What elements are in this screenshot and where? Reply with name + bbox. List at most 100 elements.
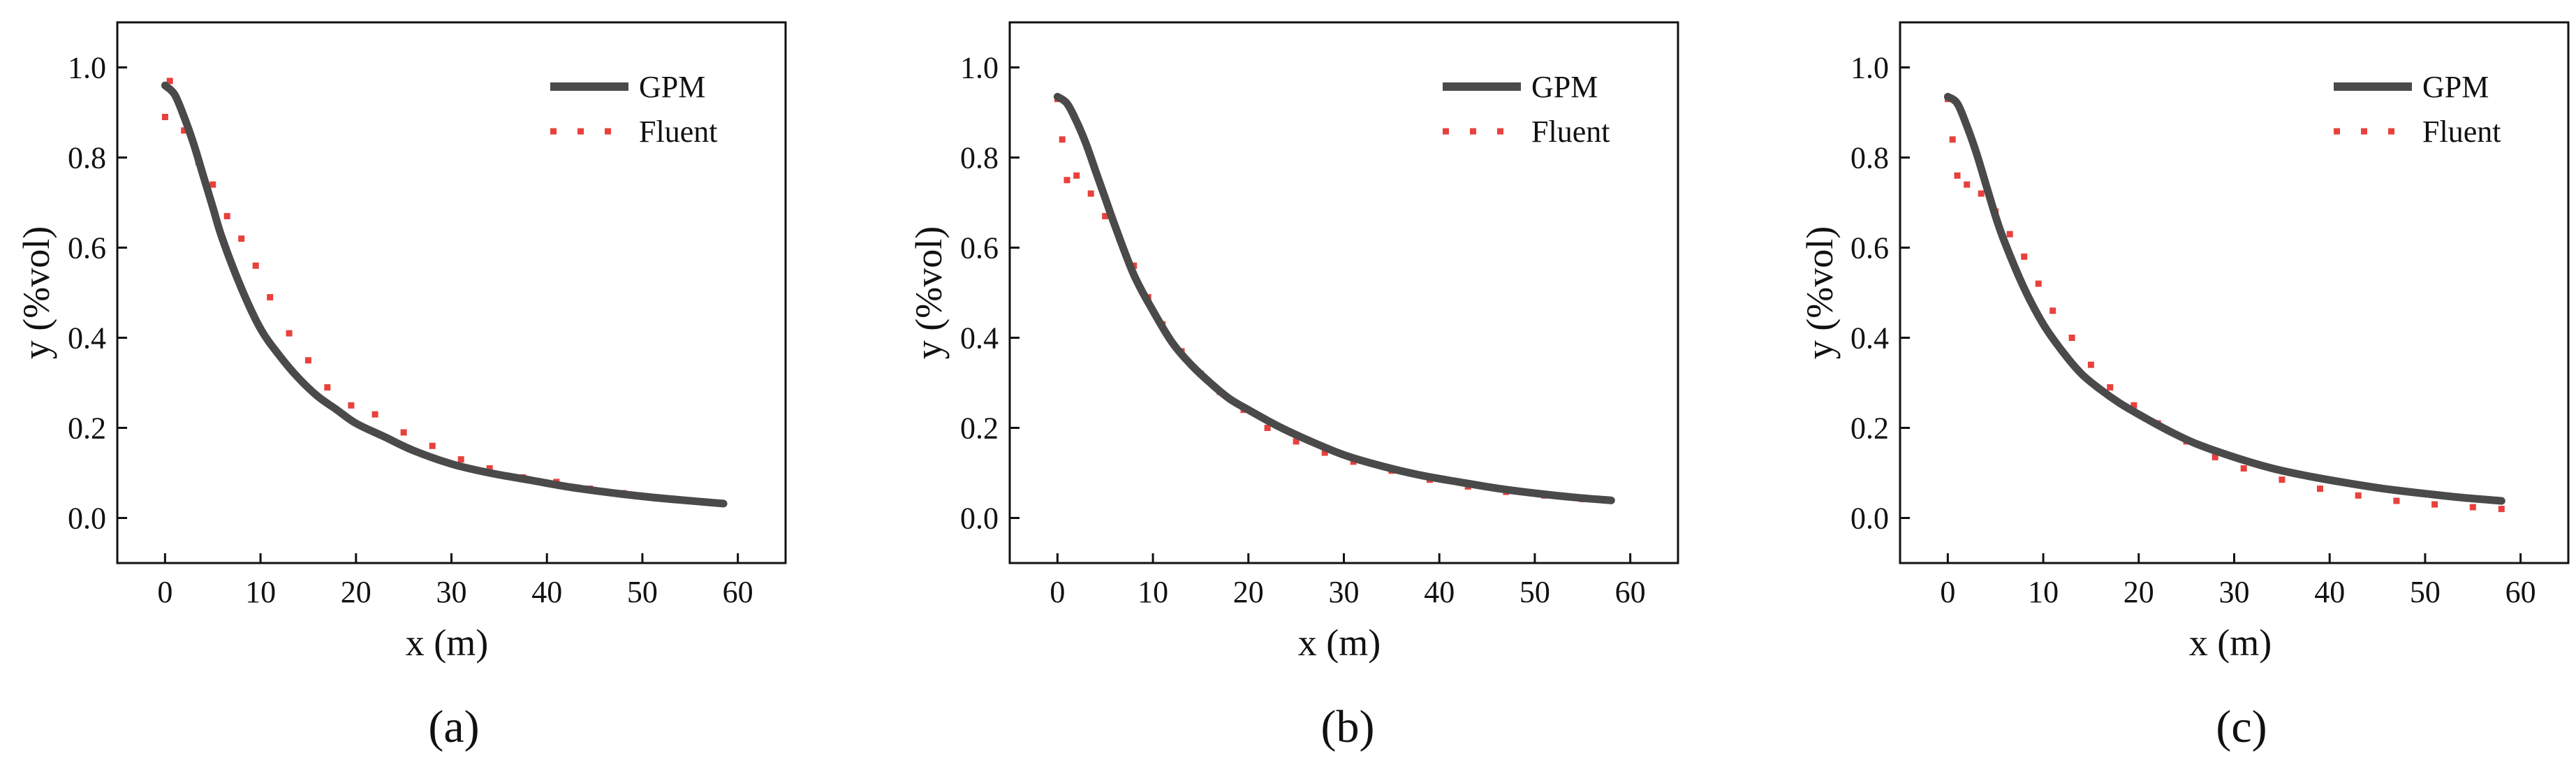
x-tick-label: 30 <box>2219 575 2250 609</box>
fluent-point <box>304 357 311 364</box>
x-tick-label: 0 <box>157 575 172 609</box>
x-tick-label: 40 <box>2314 575 2345 609</box>
x-tick-label: 20 <box>341 575 371 609</box>
fluent-point <box>209 181 216 188</box>
y-tick-label: 0.4 <box>960 321 999 356</box>
panel-c: 0.0 0.2 0.4 0.6 0.8 1.0 0 10 20 30 40 50 60 GPM Flu… <box>1799 21 2570 752</box>
fluent-point <box>181 127 188 134</box>
x-tick-label: 60 <box>723 575 753 609</box>
y-tick-label: 0.8 <box>68 141 106 175</box>
fluent-point <box>2355 492 2362 499</box>
fluent-point <box>1954 172 1961 179</box>
y-axis-label: y (%vol) <box>908 226 950 359</box>
x-axis-label: x (m) <box>406 622 488 664</box>
y-tick-label: 0.2 <box>1850 411 1889 446</box>
x-tick-label: 50 <box>2410 575 2441 609</box>
fluent-point <box>1073 172 1080 179</box>
fluent-point <box>2431 501 2438 508</box>
y-tick-label: 1.0 <box>1850 51 1889 85</box>
x-tick-label: 10 <box>2028 575 2059 609</box>
x-axis-label: x (m) <box>2189 622 2272 664</box>
fluent-point <box>2021 253 2028 260</box>
fluent-point <box>348 402 355 409</box>
fluent-point <box>429 442 436 449</box>
y-tick-label: 0.4 <box>68 321 106 356</box>
y-tick-label: 0.8 <box>960 141 999 175</box>
fluent-point <box>457 456 464 463</box>
panel-label: (c) <box>2216 701 2267 752</box>
x-tick-label: 20 <box>1233 575 1264 609</box>
fluent-point <box>2130 402 2137 409</box>
fluent-point <box>1059 136 1066 143</box>
x-tick-label: 10 <box>245 575 276 609</box>
panel-label: (b) <box>1321 701 1375 752</box>
fluent-point <box>1321 449 1328 456</box>
fluent-point <box>2035 280 2042 287</box>
y-tick-label: 0.0 <box>1850 502 1889 536</box>
fluent-point <box>223 212 230 219</box>
gpm-series-line <box>161 81 728 508</box>
fluent-point <box>2498 506 2505 513</box>
fluent-point <box>2087 361 2094 368</box>
x-tick-label: 60 <box>2505 575 2536 609</box>
fluent-point <box>2393 497 2400 504</box>
legend-fluent-label: Fluent <box>2422 115 2501 149</box>
fluent-point <box>1293 438 1300 445</box>
x-tick-label: 0 <box>1940 575 1955 609</box>
panel-label: (a) <box>428 701 479 752</box>
fluent-point <box>1978 190 1985 197</box>
fluent-point <box>2469 504 2476 511</box>
x-tick-label: 30 <box>1329 575 1360 609</box>
y-axis-label: y (%vol) <box>15 226 57 359</box>
fluent-point <box>1264 425 1271 431</box>
y-tick-label: 0.6 <box>1850 231 1889 265</box>
fluent-point <box>324 384 331 390</box>
y-tick-label: 1.0 <box>68 51 106 85</box>
fluent-point <box>1087 190 1094 197</box>
fluent-point <box>2211 453 2218 460</box>
fluent-point <box>267 294 274 300</box>
fluent-point <box>2049 307 2056 314</box>
legend: GPM Fluent <box>550 70 717 149</box>
fluent-point <box>2240 465 2247 472</box>
y-tick-label: 0.0 <box>960 502 999 536</box>
fluent-point <box>1949 136 1956 143</box>
fluent-point <box>1964 181 1971 188</box>
legend-gpm-label: GPM <box>2422 70 2489 104</box>
x-tick-label: 50 <box>1519 575 1550 609</box>
y-tick-label: 0.4 <box>1850 321 1889 356</box>
fluent-point <box>486 465 493 472</box>
panel-b: 0.0 0.2 0.4 0.6 0.8 1.0 0 10 20 30 40 50 60 GPM Flu… <box>908 21 1679 752</box>
fluent-point <box>1063 177 1070 184</box>
x-tick-label: 50 <box>627 575 658 609</box>
legend-gpm-label: GPM <box>1531 70 1598 104</box>
fluent-point <box>2107 384 2114 390</box>
fluent-point <box>238 235 245 242</box>
x-tick-label: 40 <box>531 575 562 609</box>
fluent-point <box>2068 335 2075 341</box>
y-axis-label: y (%vol) <box>1799 226 1841 359</box>
x-tick-label: 10 <box>1138 575 1168 609</box>
legend: GPM Fluent <box>2334 70 2501 149</box>
x-tick-label: 40 <box>1424 575 1455 609</box>
fluent-point <box>252 262 259 269</box>
y-tick-label: 0.6 <box>960 231 999 265</box>
gpm-series-line <box>1943 92 2505 505</box>
panel-a: 0.0 0.2 0.4 0.6 0.8 1.0 0 10 20 30 40 50 60 GPM Flu… <box>15 21 787 752</box>
y-tick-label: 0.2 <box>68 411 106 446</box>
x-tick-label: 30 <box>436 575 467 609</box>
y-tick-label: 0.2 <box>960 411 999 446</box>
fluent-point <box>2279 476 2286 483</box>
legend-fluent-label: Fluent <box>639 115 717 149</box>
fluent-point <box>400 429 407 436</box>
x-tick-label: 20 <box>2124 575 2154 609</box>
legend-gpm-label: GPM <box>639 70 705 104</box>
fluent-point <box>161 114 168 120</box>
fluent-point <box>166 78 173 85</box>
x-axis-label: x (m) <box>1298 622 1381 664</box>
y-tick-label: 0.0 <box>68 502 106 536</box>
fluent-point <box>2317 485 2323 492</box>
legend-fluent-label: Fluent <box>1531 115 1610 149</box>
